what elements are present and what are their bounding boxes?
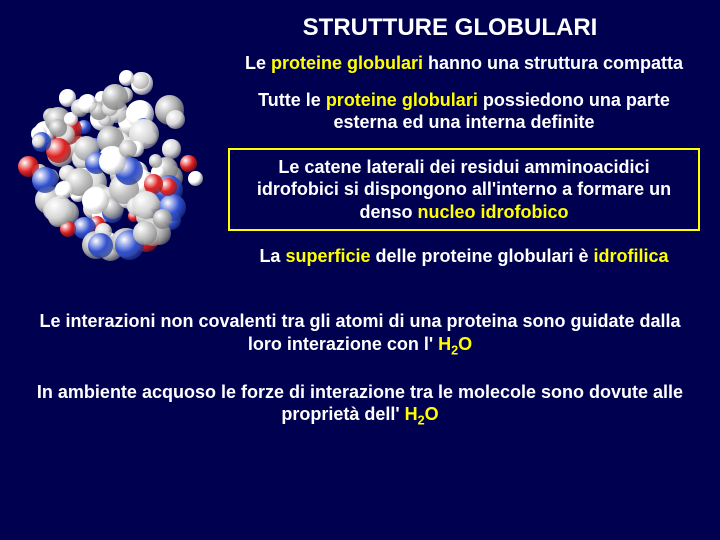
p5-o: O xyxy=(458,334,472,354)
paragraph-1: Le proteine globulari hanno una struttur… xyxy=(226,52,702,75)
p1-text-a: Le xyxy=(245,53,271,73)
p6-h: H xyxy=(405,404,418,424)
paragraph-2: Tutte le proteine globulari possiedono u… xyxy=(226,89,702,134)
p4-text-a: La xyxy=(259,246,285,266)
p2-keyword: proteine globulari xyxy=(326,90,478,110)
p1-text-c: hanno una struttura compatta xyxy=(423,53,683,73)
p4-keyword-1: superficie xyxy=(285,246,370,266)
p6-o: O xyxy=(425,404,439,424)
p5-h2o: H2O xyxy=(438,334,472,354)
page-title: STRUTTURE GLOBULARI xyxy=(0,0,720,52)
p5-h: H xyxy=(438,334,451,354)
paragraph-6: In ambiente acquoso le forze di interazi… xyxy=(30,381,690,430)
p4-keyword-2: idrofilica xyxy=(594,246,669,266)
top-section: Le proteine globulari hanno una struttur… xyxy=(0,52,720,282)
paragraph-3-boxed: Le catene laterali dei residui amminoaci… xyxy=(228,148,700,232)
p5-text-a: Le interazioni non covalenti tra gli ato… xyxy=(39,311,680,354)
paragraph-5: Le interazioni non covalenti tra gli ato… xyxy=(30,310,690,359)
p6-sub: 2 xyxy=(418,414,425,428)
bottom-section: Le interazioni non covalenti tra gli ato… xyxy=(0,282,720,430)
protein-image xyxy=(18,52,218,282)
text-column: Le proteine globulari hanno una struttur… xyxy=(218,52,702,282)
p4-text-c: delle proteine globulari è xyxy=(371,246,594,266)
p3-keyword: nucleo idrofobico xyxy=(418,202,569,222)
p1-keyword: proteine globulari xyxy=(271,53,423,73)
p6-h2o: H2O xyxy=(405,404,439,424)
p2-text-a: Tutte le xyxy=(258,90,326,110)
paragraph-4: La superficie delle proteine globulari è… xyxy=(226,245,702,268)
p6-text-a: In ambiente acquoso le forze di interazi… xyxy=(37,382,683,425)
